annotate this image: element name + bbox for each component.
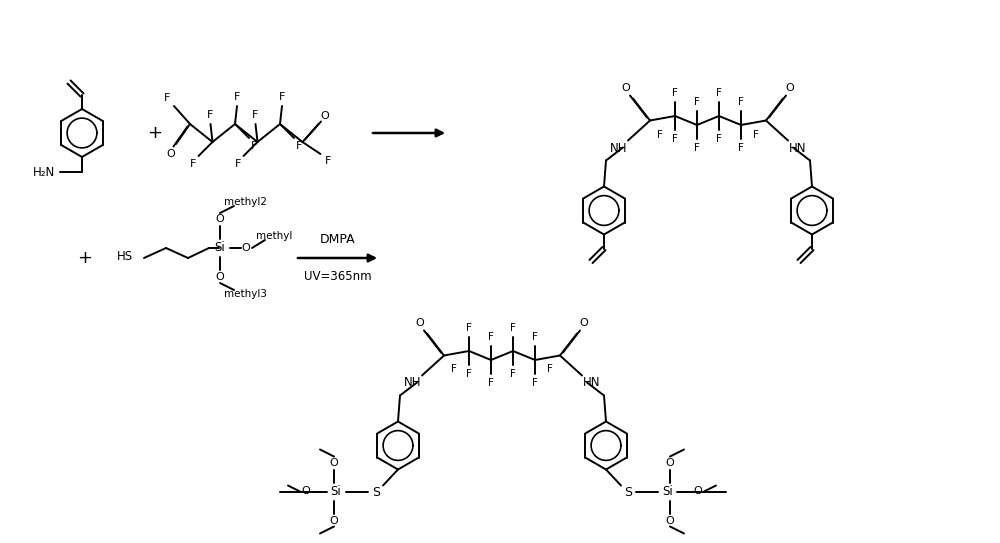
Text: O: O [216, 214, 224, 224]
Text: F: F [657, 129, 663, 140]
Text: NH: NH [404, 376, 421, 389]
Text: Si: Si [215, 242, 225, 255]
Text: O: O [580, 318, 588, 327]
Text: F: F [251, 141, 257, 151]
Text: O: O [167, 149, 175, 159]
Text: F: F [466, 323, 472, 333]
Text: HN: HN [583, 376, 600, 389]
Text: UV=365nm: UV=365nm [304, 269, 372, 282]
Text: F: F [252, 110, 259, 120]
Text: F: F [296, 141, 302, 151]
Text: HS: HS [117, 250, 133, 263]
Text: O: O [666, 515, 674, 526]
Text: methyl2: methyl2 [224, 197, 266, 207]
Text: O: O [302, 487, 310, 496]
Text: +: + [148, 124, 162, 142]
Text: F: F [325, 156, 332, 166]
Text: F: F [451, 364, 457, 375]
Text: F: F [488, 332, 494, 342]
Text: F: F [235, 159, 242, 169]
Text: F: F [532, 378, 538, 388]
Text: F: F [716, 134, 722, 144]
Text: F: F [488, 378, 494, 388]
Text: O: O [694, 487, 702, 496]
Text: F: F [716, 88, 722, 98]
Text: F: F [672, 88, 678, 98]
Text: F: F [694, 97, 700, 107]
Text: HN: HN [789, 142, 806, 155]
Text: O: O [666, 458, 674, 468]
Text: F: F [510, 369, 516, 379]
Text: F: F [738, 143, 744, 153]
Text: F: F [694, 143, 700, 153]
Text: S: S [372, 486, 380, 499]
Text: F: F [738, 97, 744, 107]
Text: F: F [532, 332, 538, 342]
Text: O: O [330, 515, 338, 526]
Text: O: O [320, 111, 329, 121]
Text: F: F [190, 159, 197, 169]
Text: F: F [164, 93, 170, 103]
Text: F: F [279, 92, 285, 102]
Text: O: O [216, 272, 224, 282]
Text: methyl3: methyl3 [224, 289, 266, 299]
Text: O: O [416, 318, 424, 327]
Text: F: F [207, 110, 214, 120]
Text: S: S [624, 486, 632, 499]
Text: Si: Si [663, 485, 673, 498]
Text: F: F [753, 129, 759, 140]
Text: F: F [547, 364, 553, 375]
Text: NH: NH [610, 142, 627, 155]
Text: DMPA: DMPA [320, 233, 356, 247]
Text: methyl: methyl [256, 231, 292, 241]
Text: F: F [234, 92, 240, 102]
Text: Si: Si [331, 485, 341, 498]
Text: F: F [672, 134, 678, 144]
Text: F: F [466, 369, 472, 379]
Text: H₂N: H₂N [33, 166, 55, 179]
Text: O: O [786, 83, 794, 92]
Text: F: F [510, 323, 516, 333]
Text: +: + [78, 249, 92, 267]
Text: O: O [330, 458, 338, 468]
Text: O: O [242, 243, 250, 253]
Text: O: O [622, 83, 630, 92]
